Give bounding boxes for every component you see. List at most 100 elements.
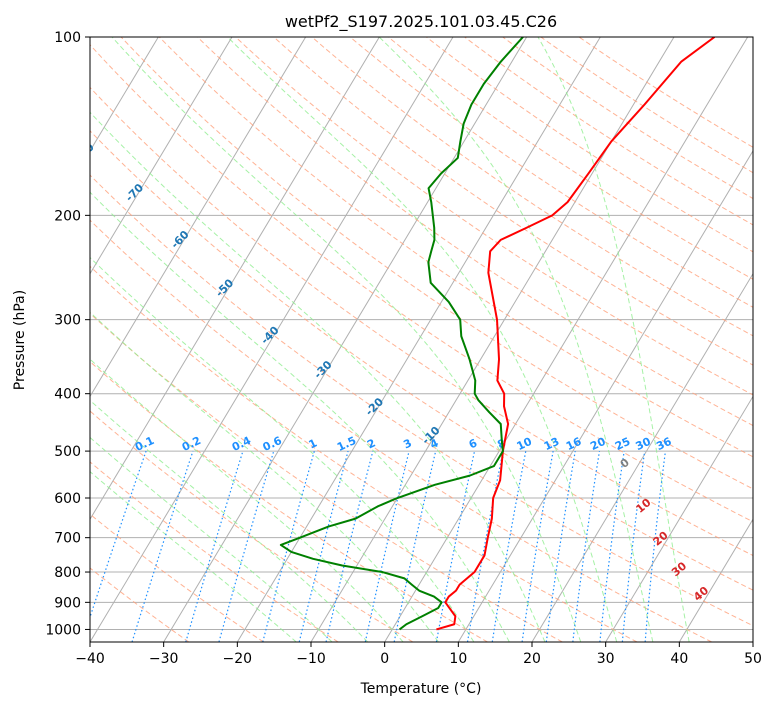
moist-adiabat-label: 0 — [618, 456, 632, 471]
y-tick-label: 800 — [54, 565, 81, 581]
isotherm-line — [163, 37, 528, 642]
dry-adiabat-label: -30 — [311, 358, 334, 381]
moist-adiabat-line — [537, 37, 690, 642]
x-tick-label: −40 — [75, 651, 105, 667]
mixing-ratio-line — [545, 450, 576, 642]
dry-adiabat-label: -10 — [419, 424, 442, 447]
dry-adiabat-line — [90, 265, 638, 642]
chart-title: wetPf2_S197.2025.101.03.45.C26 — [285, 12, 557, 32]
dry-adiabat-label: -80 — [74, 140, 97, 163]
dry-adiabats — [90, 37, 753, 642]
y-tick-label: 700 — [54, 531, 81, 547]
dry-adiabat-line — [197, 37, 753, 427]
dry-adiabat-label: -90 — [24, 100, 47, 123]
x-tick-label: 30 — [597, 651, 615, 667]
x-tick-label: 0 — [380, 651, 389, 667]
moist-adiabat-label: 10 — [633, 496, 653, 516]
moist-adiabat-line — [378, 37, 654, 642]
mixing-ratio-label: 36 — [654, 435, 674, 453]
isotherm-line — [90, 37, 380, 521]
moist-adiabat-line — [90, 256, 475, 642]
mixing-ratio-line — [218, 450, 275, 642]
y-axis: 1000 900 800 700 600 500 400 300 200 100 — [45, 30, 90, 638]
moist-adiabat-line — [90, 399, 369, 642]
x-tick-label: −10 — [296, 651, 326, 667]
isotherm-lines — [0, 37, 753, 642]
isotherm-line — [531, 272, 753, 642]
mixing-ratio-line — [185, 450, 244, 642]
dry-adiabat-line — [349, 37, 753, 308]
isotherm-line — [90, 37, 159, 152]
moist-adiabat-line — [90, 311, 439, 642]
y-tick-label: 200 — [54, 208, 81, 224]
isotherm-line — [752, 641, 753, 642]
isotherm-line — [457, 149, 753, 642]
mixing-ratio-label: 20 — [588, 435, 608, 453]
moist-adiabat-line — [90, 358, 404, 642]
y-tick-label: 400 — [54, 387, 81, 403]
moist-adiabat-line — [227, 37, 618, 642]
mixing-ratio-line — [572, 451, 601, 642]
dry-adiabat-line — [90, 410, 414, 642]
mixing-ratio-lines: 0.1 0.2 0.4 0.6 1 1.5 2 3 4 6 8 10 13 16 20 25 30 36 — [90, 434, 674, 642]
dry-adiabat-line — [90, 360, 488, 642]
dry-adiabat-label: -20 — [363, 395, 386, 418]
mixing-ratio-label: 13 — [542, 435, 561, 453]
dry-adiabat-label: -50 — [213, 276, 236, 299]
dry-adiabat-line — [273, 37, 753, 366]
y-tick-label: 300 — [54, 313, 81, 329]
y-tick-label: 1000 — [45, 622, 81, 638]
mixing-ratio-label: 25 — [613, 435, 632, 453]
dry-adiabat-line — [464, 37, 753, 226]
dewpoint-profile-line — [279, 37, 524, 631]
x-tick-label: 10 — [449, 651, 467, 667]
mixing-ratio-label: 16 — [564, 435, 584, 453]
mixing-ratio-label: 6 — [467, 436, 480, 451]
dry-adiabat-line — [90, 86, 753, 557]
dry-adiabat-line — [90, 567, 190, 642]
mixing-ratio-label: 10 — [515, 435, 535, 453]
moist-adiabat-label: 20 — [651, 529, 671, 549]
moist-adiabat-line — [90, 436, 333, 642]
mixing-ratio-label: 30 — [634, 435, 654, 453]
dry-adiabat-line — [311, 37, 753, 337]
dry-adiabat-line — [90, 312, 563, 642]
mixing-ratio-label: 1 — [307, 436, 319, 451]
isotherm-line — [0, 37, 11, 642]
x-tick-label: 50 — [744, 651, 762, 667]
dry-adiabat-label: -60 — [168, 228, 191, 251]
dry-adiabat-line — [578, 37, 753, 148]
dry-adiabat-line — [90, 461, 339, 642]
plot-frame — [89, 36, 754, 643]
dry-adiabat-line — [387, 37, 753, 280]
dry-adiabat-line — [90, 513, 264, 642]
dry-adiabat-line — [90, 219, 712, 642]
y-axis-label: Pressure (hPa) — [12, 290, 28, 390]
mixing-ratio-line — [298, 450, 349, 642]
mixing-ratio-label: 3 — [401, 436, 413, 451]
moist-adiabat-label: 30 — [669, 559, 689, 579]
mixing-ratio-line — [131, 450, 194, 642]
isotherm-line — [90, 37, 454, 642]
dry-adiabat-line — [90, 44, 753, 523]
mixing-ratio-line — [521, 450, 554, 642]
mixing-ratio-line — [644, 451, 667, 642]
x-tick-label: 40 — [670, 651, 688, 667]
isotherm-line — [678, 518, 753, 642]
dry-adiabat-line — [235, 37, 753, 396]
moist-adiabat-line — [90, 111, 546, 642]
mixing-ratio-line — [364, 450, 410, 642]
mixing-ratio-line — [599, 451, 625, 642]
moist-adiabat-line — [90, 470, 297, 642]
isotherm-line — [90, 37, 233, 275]
dry-adiabat-line — [120, 37, 753, 490]
isobar-grid — [90, 37, 753, 630]
x-tick-label: −30 — [149, 651, 179, 667]
y-tick-label: 600 — [54, 491, 81, 507]
isotherm-line — [236, 37, 601, 642]
x-axis-label: Temperature (°C) — [360, 681, 482, 697]
x-tick-label: 20 — [523, 651, 541, 667]
